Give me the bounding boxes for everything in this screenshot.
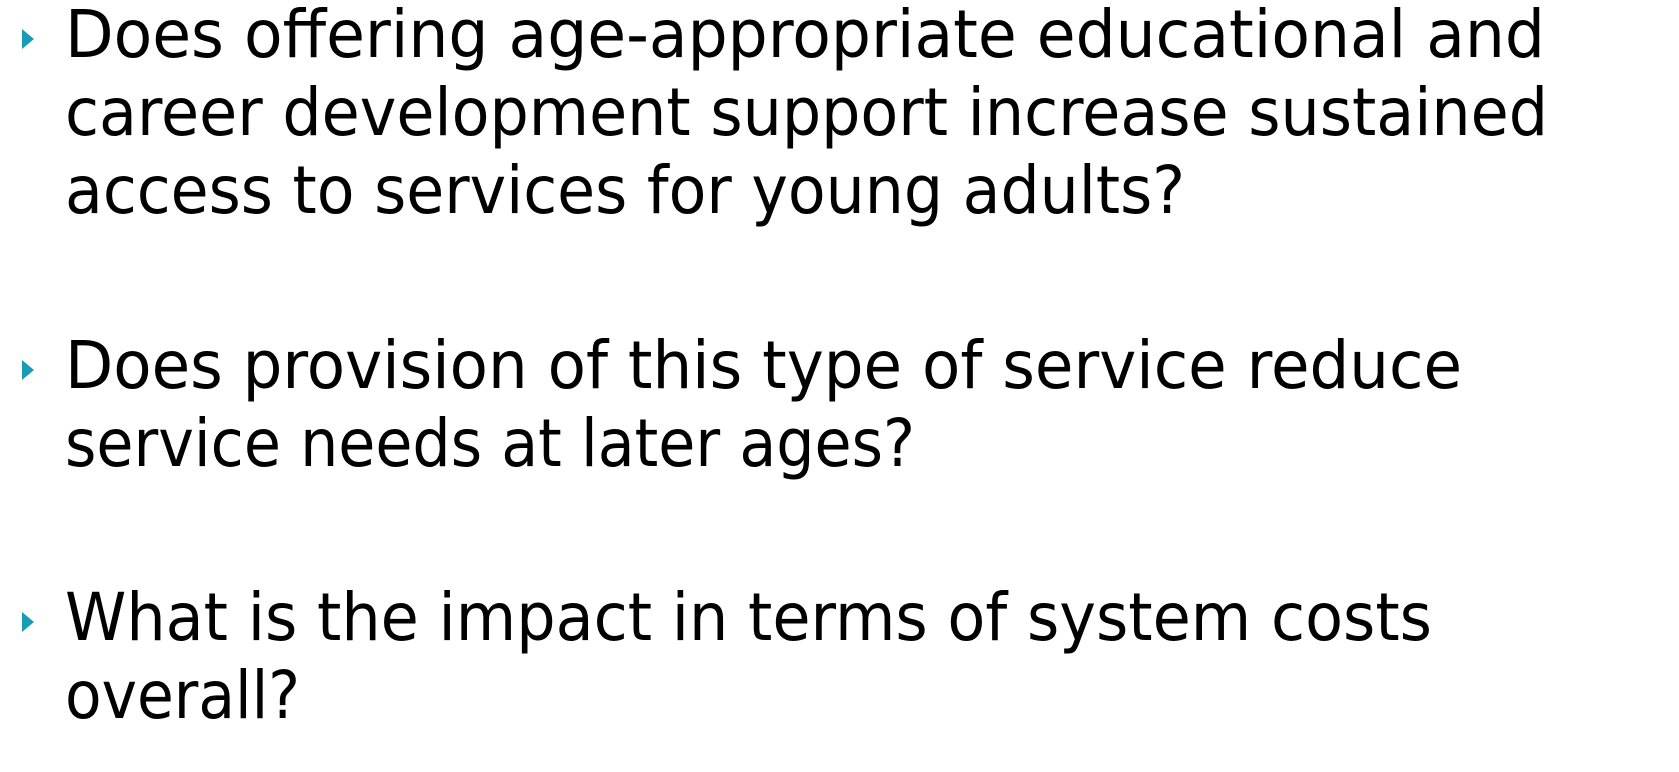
bullet-text-line: access to services for young adults? xyxy=(65,152,1185,229)
bullet-marker xyxy=(22,29,34,49)
bullet-text-line: career development support increase sust… xyxy=(65,74,1548,151)
bullet-text-line: overall? xyxy=(65,657,300,734)
bullet-marker xyxy=(22,360,34,380)
bullet-text-line: Does provision of this type of service r… xyxy=(65,327,1462,404)
bullet-text-line: Does offering age-appropriate educationa… xyxy=(65,0,1545,73)
bullet-text-line: service needs at later ages? xyxy=(65,405,915,482)
bullet-marker xyxy=(22,612,34,632)
bullet-text-line: What is the impact in terms of system co… xyxy=(65,579,1432,656)
